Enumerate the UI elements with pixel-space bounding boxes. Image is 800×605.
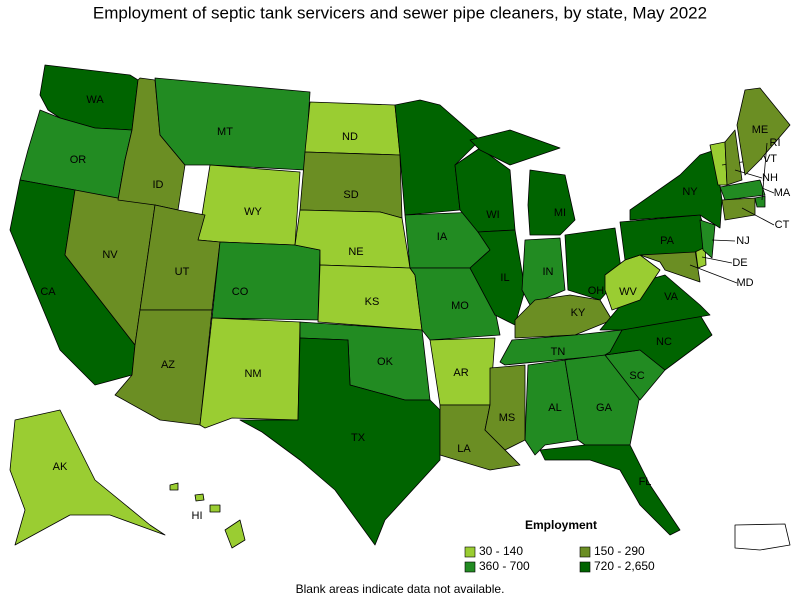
state-label: NH [762,172,778,184]
legend-label: 360 - 700 [479,559,530,573]
state [469,129,561,166]
leader-line [761,142,768,201]
state-label: TN [551,346,566,358]
state-label: MI [554,207,566,219]
state [154,77,311,171]
state [527,169,576,236]
state [754,195,766,208]
state-label: AL [548,402,561,414]
state-label: KS [365,296,380,308]
legend-swatch [579,561,591,573]
state-label: IA [437,231,448,243]
state [521,237,566,306]
state [299,151,403,219]
state [211,241,321,321]
state-label: MA [774,187,791,199]
territory-outline [734,523,791,551]
leader-line [761,187,775,194]
state [736,87,791,176]
state-label: SD [343,189,358,201]
legend-swatch [579,546,591,558]
state-label: NE [348,246,363,258]
leader-line [734,169,763,179]
state-label: PA [660,235,675,247]
state-label: AK [53,461,68,473]
state [224,519,246,549]
state-label: WI [486,209,499,221]
state-label: MS [499,412,516,424]
state-label: ME [752,124,769,136]
legend-swatch [464,546,476,558]
legend-label: 30 - 140 [479,544,523,558]
state [724,129,743,186]
state-label: WY [244,206,262,218]
state [699,219,716,259]
state-label: MT [217,126,233,138]
state-label: NV [102,249,118,261]
state-label: NC [656,336,672,348]
state-label: VT [763,153,777,165]
state [239,337,441,546]
state-label: NM [244,368,261,380]
state-label: VA [664,291,679,303]
state [469,229,526,326]
state-label: RI [770,137,781,149]
state-label: IL [500,272,509,284]
state-label: AR [453,367,468,379]
state-label: ID [153,179,164,191]
state-label: SC [629,370,644,382]
legend-label: 720 - 2,650 [594,559,655,573]
state [629,149,723,229]
state [194,493,205,502]
state-label: FL [639,476,652,488]
state [9,409,166,546]
state-label: NY [682,186,698,198]
leader-line [711,239,736,242]
state-label: DE [732,257,747,269]
map-title: Employment of septic tank servicers and … [93,3,707,22]
state [539,444,681,536]
state-label: LA [457,443,471,455]
state-label: MO [451,300,469,312]
state [169,482,179,491]
note: Blank areas indicate data not available. [296,582,505,596]
state-label: NJ [736,235,749,247]
leader-line [741,207,775,226]
leader-line [701,256,733,264]
state [514,294,613,339]
legend-swatch [464,561,476,573]
state-label: AZ [161,359,175,371]
state [304,101,401,156]
legend-title: Employment [525,518,597,532]
state-label: CA [40,286,56,298]
state-label: CO [232,286,249,298]
state-label: OK [377,356,394,368]
state-label: HI [192,510,203,522]
state-label: CT [775,219,790,231]
legend-label: 150 - 290 [594,544,645,558]
state-label: UT [175,266,190,278]
state [721,197,756,221]
state-label: WA [86,94,104,106]
state [114,309,213,426]
state-label: MD [736,277,753,289]
state-label: WV [619,286,637,298]
state [484,364,526,451]
state-label: IN [543,266,554,278]
state-label: ND [342,131,358,143]
state-label: TX [351,432,366,444]
state-label: OR [70,154,87,166]
state [719,179,766,201]
state-label: KY [571,307,586,319]
state-label: OH [588,285,605,297]
state [209,504,221,513]
state-label: GA [596,402,613,414]
